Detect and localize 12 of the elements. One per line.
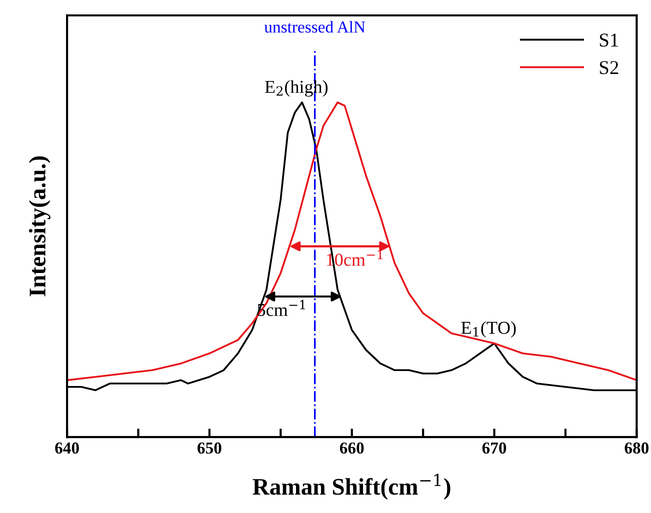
x-tick-label: 640: [55, 442, 79, 454]
x-tick-label: 650: [198, 442, 222, 454]
ref-line-label: unstressed AlN: [264, 20, 366, 33]
legend-label: S1: [600, 34, 618, 47]
y-axis-title: Intensity(a.u.): [28, 156, 50, 296]
annotation: E$_{2}$(high): [265, 80, 328, 97]
x-tick-label: 660: [340, 442, 364, 454]
legend-label: S2: [600, 61, 618, 74]
x-tick-label: 680: [624, 442, 649, 454]
x-axis-title: Raman Shift(cm$^{−1}$): [252, 474, 450, 500]
x-tick-label: 670: [482, 442, 506, 454]
annotation: E$_{1}$(TO): [461, 321, 516, 338]
